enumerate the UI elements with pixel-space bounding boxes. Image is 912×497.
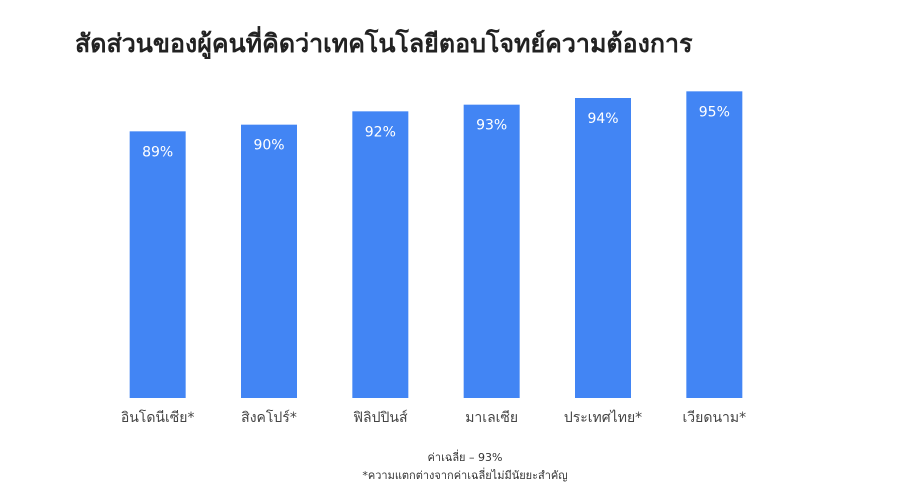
- value-label: 90%: [253, 138, 284, 154]
- value-label: 89%: [142, 144, 173, 160]
- note: *ความแตกต่างจากค่าเฉลี่ยไม่มีนัยยะสำคัญ: [362, 467, 567, 482]
- x-tick-label: สิงคโปร์*: [241, 409, 297, 426]
- x-tick-label: อินโดนีเซีย*: [121, 409, 195, 426]
- bar: [575, 98, 631, 398]
- value-label: 94%: [587, 111, 618, 127]
- bar: [686, 91, 743, 398]
- x-tick-label: มาเลเซีย: [465, 410, 518, 426]
- x-tick-label: เวียดนาม*: [683, 410, 747, 426]
- value-label: 93%: [476, 118, 507, 134]
- value-label: 92%: [365, 124, 396, 140]
- x-tick-label: ฟิลิปปินส์: [353, 409, 408, 426]
- bar: [129, 131, 186, 399]
- bar: [352, 111, 409, 398]
- bar: [241, 124, 297, 399]
- bar: [463, 104, 520, 399]
- x-tick-label: ประเทศไทย*: [564, 409, 642, 426]
- value-label: 95%: [699, 104, 730, 120]
- note: ค่าเฉลี่ย – 93%: [428, 449, 503, 464]
- chart-title: สัดส่วนของผู้คนที่คิดว่าเทคโนโลยีตอบโจทย…: [75, 26, 693, 60]
